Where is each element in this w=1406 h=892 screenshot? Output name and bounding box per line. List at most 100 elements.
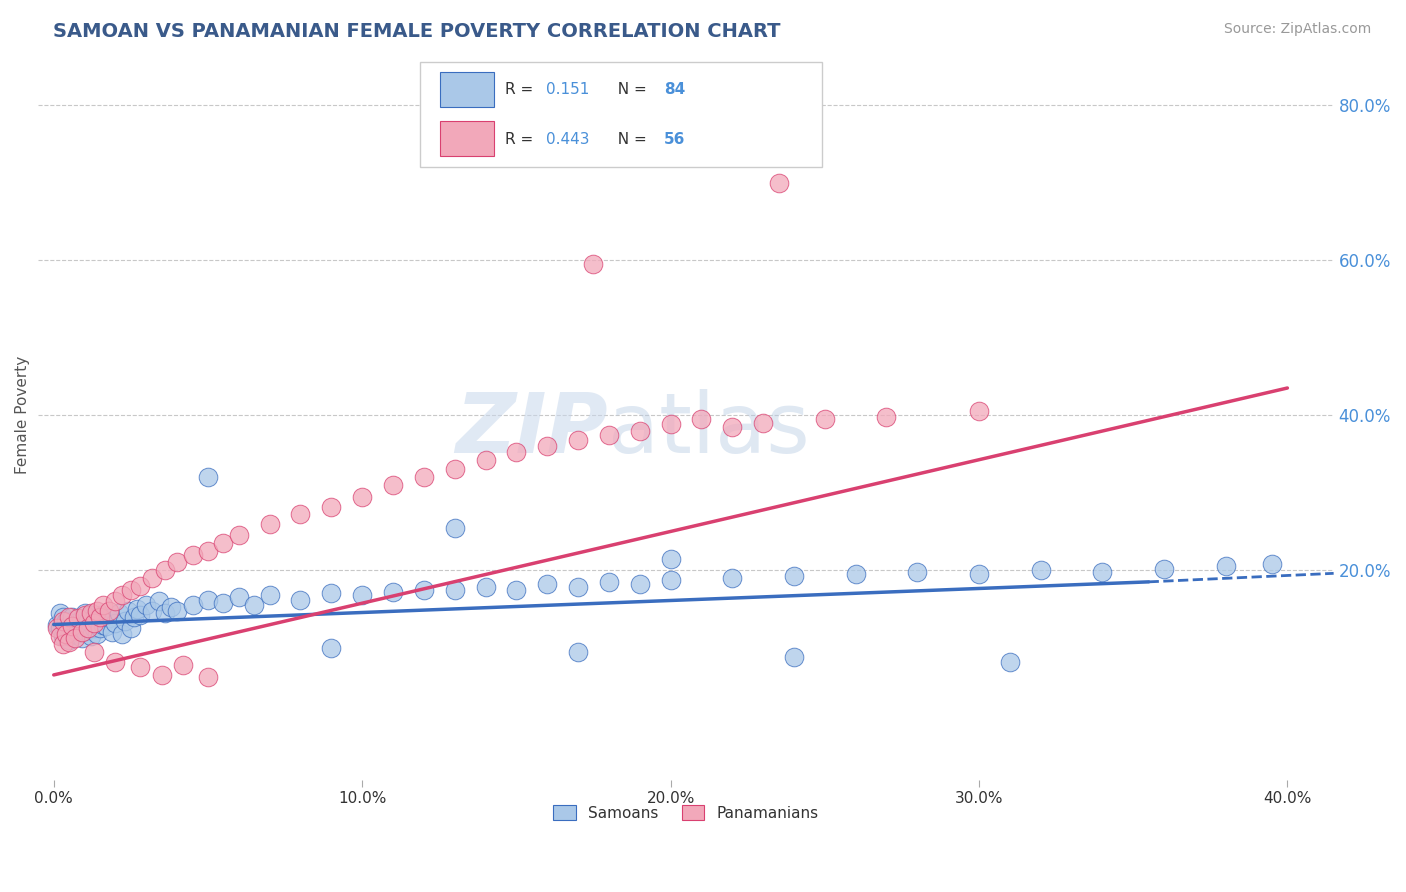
Point: [129, 608, 152, 623]
Point: [60, 619, 83, 633]
Point: [101, 625, 124, 640]
Point: [628, 424, 651, 438]
Point: [197, 592, 219, 607]
Point: [49, 621, 72, 635]
Text: 0.443: 0.443: [546, 131, 589, 146]
Point: [166, 556, 188, 570]
Point: [76, 621, 98, 635]
Point: [83, 645, 105, 659]
Point: [197, 544, 219, 558]
Point: [98, 603, 121, 617]
Point: [107, 606, 129, 620]
Point: [321, 500, 343, 514]
Point: [65, 615, 87, 630]
Point: [91, 617, 114, 632]
Point: [998, 655, 1021, 669]
Point: [120, 621, 142, 635]
Point: [150, 668, 173, 682]
Point: [104, 594, 127, 608]
Point: [752, 416, 775, 430]
Point: [212, 536, 235, 550]
Text: 84: 84: [664, 82, 685, 97]
Point: [443, 520, 465, 534]
Point: [91, 598, 114, 612]
Point: [55, 627, 77, 641]
Point: [52, 614, 75, 628]
FancyBboxPatch shape: [420, 62, 823, 168]
Point: [153, 563, 176, 577]
Point: [598, 574, 620, 589]
Point: [49, 606, 72, 620]
Point: [814, 412, 837, 426]
Point: [120, 582, 142, 597]
Point: [80, 606, 103, 620]
Point: [67, 619, 90, 633]
Point: [73, 606, 96, 620]
Point: [76, 614, 98, 628]
Point: [125, 602, 148, 616]
Point: [80, 629, 103, 643]
Point: [967, 567, 990, 582]
Point: [135, 598, 157, 612]
Point: [659, 573, 682, 587]
Point: [65, 632, 87, 646]
Point: [89, 609, 111, 624]
Point: [628, 577, 651, 591]
Point: [259, 588, 281, 602]
Point: [875, 409, 897, 424]
Point: [567, 645, 589, 659]
Point: [110, 588, 132, 602]
Point: [690, 412, 713, 426]
Point: [104, 615, 127, 630]
Point: [197, 470, 219, 484]
Point: [141, 571, 163, 585]
Point: [412, 582, 434, 597]
Point: [80, 608, 103, 623]
Point: [73, 624, 96, 638]
Point: [60, 609, 83, 624]
Point: [55, 614, 77, 628]
Point: [567, 433, 589, 447]
Point: [45, 617, 67, 632]
Point: [141, 603, 163, 617]
Text: N =: N =: [609, 82, 652, 97]
Point: [505, 445, 527, 459]
Point: [89, 608, 111, 623]
Point: [58, 633, 80, 648]
Point: [197, 670, 219, 684]
Point: [114, 614, 136, 628]
FancyBboxPatch shape: [440, 72, 495, 107]
Point: [474, 580, 496, 594]
Point: [321, 586, 343, 600]
Point: [228, 591, 250, 605]
Point: [721, 419, 744, 434]
Text: R =: R =: [505, 82, 537, 97]
Point: [181, 548, 204, 562]
Point: [768, 176, 790, 190]
Point: [76, 619, 98, 633]
Point: [45, 621, 67, 635]
Point: [382, 478, 405, 492]
Point: [352, 588, 374, 602]
Point: [96, 619, 118, 633]
Point: [110, 627, 132, 641]
Point: [70, 611, 93, 625]
Point: [443, 582, 465, 597]
Point: [905, 565, 928, 579]
Point: [1215, 559, 1237, 574]
Point: [536, 577, 558, 591]
Point: [83, 621, 105, 635]
Point: [65, 627, 87, 641]
Point: [129, 579, 152, 593]
Point: [321, 640, 343, 655]
Point: [243, 598, 266, 612]
Point: [52, 637, 75, 651]
Point: [659, 417, 682, 432]
Point: [49, 629, 72, 643]
Point: [382, 585, 405, 599]
Point: [582, 257, 605, 271]
Point: [67, 625, 90, 640]
Point: [412, 470, 434, 484]
Point: [721, 571, 744, 585]
Point: [98, 611, 121, 625]
